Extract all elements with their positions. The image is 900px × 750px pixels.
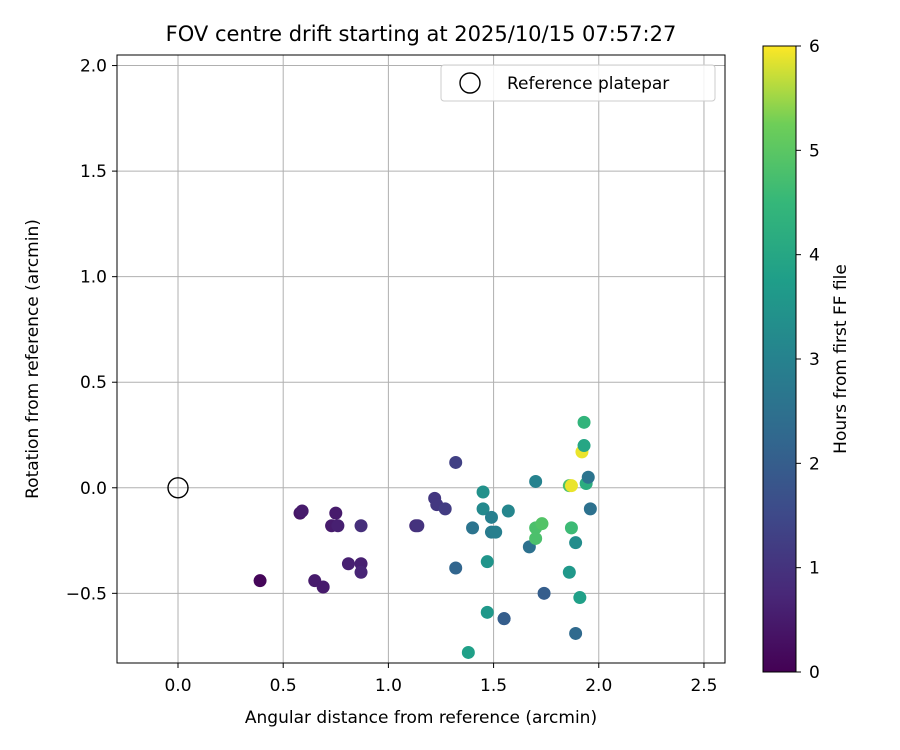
scatter-point xyxy=(562,565,576,579)
scatter-point xyxy=(476,502,490,516)
scatter-point xyxy=(329,506,343,520)
chart-title: FOV centre drift starting at 2025/10/15 … xyxy=(166,22,677,46)
colorbar-tick-label: 3 xyxy=(809,350,820,370)
scatter-point xyxy=(476,485,490,499)
legend: Reference platepar xyxy=(440,64,716,102)
scatter-point xyxy=(354,519,368,533)
scatter-point xyxy=(577,439,591,453)
scatter-point xyxy=(569,536,583,550)
plot-frame xyxy=(116,54,726,664)
y-tick-label: −0.5 xyxy=(66,584,107,604)
scatter-point xyxy=(573,591,587,605)
scatter-point xyxy=(535,517,549,531)
scatter-point xyxy=(449,455,463,469)
colorbar-label: Hours from first FF file xyxy=(831,264,851,454)
scatter-point xyxy=(480,555,494,569)
legend-box xyxy=(440,64,716,102)
y-tick-label: 1.5 xyxy=(80,162,107,182)
x-tick-label: 2.5 xyxy=(690,676,717,696)
x-tick-label: 0.5 xyxy=(270,676,297,696)
colorbar-tick-label: 6 xyxy=(809,37,820,57)
scatter-point xyxy=(489,525,503,539)
scatter-point xyxy=(341,557,355,571)
x-axis-label: Angular distance from reference (arcmin) xyxy=(245,708,597,728)
scatter-point xyxy=(411,519,425,533)
colorbar-tick-label: 1 xyxy=(809,559,820,579)
scatter-point xyxy=(438,502,452,516)
y-tick-label: 0.5 xyxy=(80,373,107,393)
legend-marker-reference xyxy=(459,72,481,94)
x-tick-label: 2.0 xyxy=(585,676,612,696)
scatter-point xyxy=(295,504,309,518)
x-tick-label: 0.0 xyxy=(164,676,191,696)
y-axis-label: Rotation from reference (arcmin) xyxy=(23,219,43,499)
legend-label-reference: Reference platepar xyxy=(507,74,669,94)
x-tick-label: 1.5 xyxy=(480,676,507,696)
scatter-point xyxy=(537,586,551,600)
y-tick-label: 2.0 xyxy=(80,57,107,77)
colorbar-ticks: 0 1 2 3 4 5 6 xyxy=(796,37,820,683)
grid xyxy=(117,55,725,663)
scatter-point xyxy=(331,519,345,533)
colorbar-tick-label: 5 xyxy=(809,141,820,161)
scatter-point xyxy=(449,561,463,575)
x-axis-ticks: 0.0 0.5 1.0 1.5 2.0 2.5 xyxy=(164,663,717,696)
scatter-point xyxy=(569,626,583,640)
scatter-point xyxy=(581,470,595,484)
colorbar-gradient xyxy=(762,45,797,673)
scatter-point xyxy=(484,510,498,524)
y-tick-label: 0.0 xyxy=(80,479,107,499)
plot-area: 0.0 0.5 1.0 1.5 2.0 2.5 −0.5 0.0 0.5 1.0 1.5 2.0 xyxy=(66,54,726,696)
scatter-point xyxy=(316,580,330,594)
y-axis-ticks: −0.5 0.0 0.5 1.0 1.5 2.0 xyxy=(66,57,117,604)
scatter-points xyxy=(253,415,597,659)
scatter-point xyxy=(564,479,578,493)
reference-platepar-marker xyxy=(167,477,189,499)
scatter-point xyxy=(564,521,578,535)
scatter-point xyxy=(501,504,515,518)
scatter-point xyxy=(253,574,267,588)
colorbar-tick-label: 4 xyxy=(809,246,820,266)
scatter-point xyxy=(354,565,368,579)
scatter-point xyxy=(529,474,543,488)
colorbar-tick-label: 2 xyxy=(809,454,820,474)
scatter-point xyxy=(497,612,511,626)
reference-marker-group xyxy=(167,477,189,499)
scatter-point xyxy=(466,521,480,535)
scatter-point xyxy=(461,645,475,659)
scatter-point xyxy=(529,531,543,545)
scatter-point xyxy=(577,415,591,429)
scatter-point xyxy=(583,502,597,516)
colorbar-tick-label: 0 xyxy=(809,663,820,683)
x-tick-label: 1.0 xyxy=(375,676,402,696)
scatter-point xyxy=(480,605,494,619)
colorbar: 0 1 2 3 4 5 6 Hours from first FF file xyxy=(762,37,851,683)
y-tick-label: 1.0 xyxy=(80,268,107,288)
